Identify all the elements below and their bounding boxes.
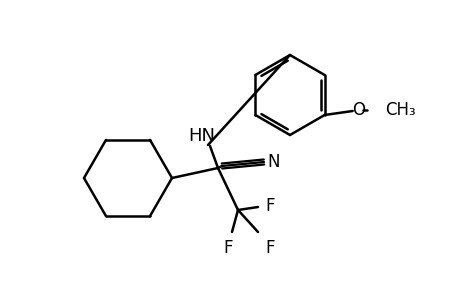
Text: N: N	[267, 153, 280, 171]
Text: CH₃: CH₃	[384, 101, 414, 119]
Text: HN: HN	[188, 127, 215, 145]
Text: O: O	[352, 101, 364, 119]
Text: F: F	[265, 239, 274, 257]
Text: F: F	[223, 239, 232, 257]
Text: F: F	[265, 197, 274, 215]
